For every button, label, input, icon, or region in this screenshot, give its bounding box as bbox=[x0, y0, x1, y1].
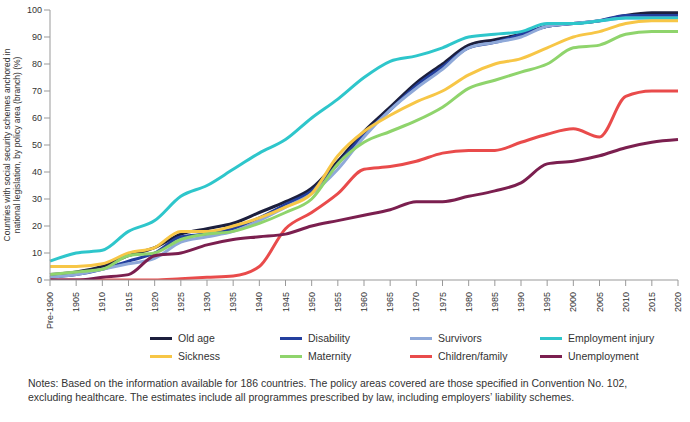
html-text:Maternity: Maternity bbox=[308, 350, 352, 362]
svg-text:40: 40 bbox=[32, 167, 42, 177]
svg-text:Pre-1900: Pre-1900 bbox=[45, 292, 55, 329]
svg-text:1975: 1975 bbox=[438, 292, 448, 312]
svg-text:1910: 1910 bbox=[97, 292, 107, 312]
html-text:Children/family: Children/family bbox=[438, 350, 508, 362]
svg-text:80: 80 bbox=[32, 59, 42, 69]
svg-text:90: 90 bbox=[32, 32, 42, 42]
svg-text:100: 100 bbox=[27, 5, 42, 15]
svg-text:1995: 1995 bbox=[542, 292, 552, 312]
html-text:Sickness: Sickness bbox=[178, 350, 220, 362]
svg-text:1955: 1955 bbox=[333, 292, 343, 312]
svg-text:2010: 2010 bbox=[621, 292, 631, 312]
svg-text:1980: 1980 bbox=[464, 292, 474, 312]
svg-text:1965: 1965 bbox=[385, 292, 395, 312]
html-text:Unemployment: Unemployment bbox=[568, 350, 639, 362]
svg-text:1970: 1970 bbox=[411, 292, 421, 312]
html-text:Survivors: Survivors bbox=[438, 332, 482, 344]
html-text:Disability: Disability bbox=[308, 332, 350, 344]
svg-text:1915: 1915 bbox=[124, 292, 134, 312]
svg-text:50: 50 bbox=[32, 140, 42, 150]
svg-text:20: 20 bbox=[32, 221, 42, 231]
svg-text:2005: 2005 bbox=[595, 292, 605, 312]
svg-text:60: 60 bbox=[32, 113, 42, 123]
svg-text:1905: 1905 bbox=[71, 292, 81, 312]
svg-text:1960: 1960 bbox=[359, 292, 369, 312]
html-text:Employment injury: Employment injury bbox=[568, 332, 655, 344]
svg-text:1935: 1935 bbox=[228, 292, 238, 312]
svg-text:0: 0 bbox=[37, 275, 42, 285]
svg-text:1925: 1925 bbox=[176, 292, 186, 312]
svg-text:1990: 1990 bbox=[516, 292, 526, 312]
html-text:Notes: Based on the informatio: Notes: Based on the information availabl… bbox=[28, 377, 628, 403]
svg-text:70: 70 bbox=[32, 86, 42, 96]
svg-text:2000: 2000 bbox=[568, 292, 578, 312]
svg-text:Countries with social security: Countries with social security schemes a… bbox=[8, 48, 22, 241]
svg-text:1985: 1985 bbox=[490, 292, 500, 312]
svg-text:1920: 1920 bbox=[150, 292, 160, 312]
svg-text:1950: 1950 bbox=[307, 292, 317, 312]
html-text:Old age: Old age bbox=[178, 332, 215, 344]
svg-text:1945: 1945 bbox=[281, 292, 291, 312]
svg-text:10: 10 bbox=[32, 248, 42, 258]
svg-text:2015: 2015 bbox=[647, 292, 657, 312]
svg-text:30: 30 bbox=[32, 194, 42, 204]
svg-text:1930: 1930 bbox=[202, 292, 212, 312]
svg-text:2020: 2020 bbox=[673, 292, 682, 312]
svg-text:1940: 1940 bbox=[254, 292, 264, 312]
